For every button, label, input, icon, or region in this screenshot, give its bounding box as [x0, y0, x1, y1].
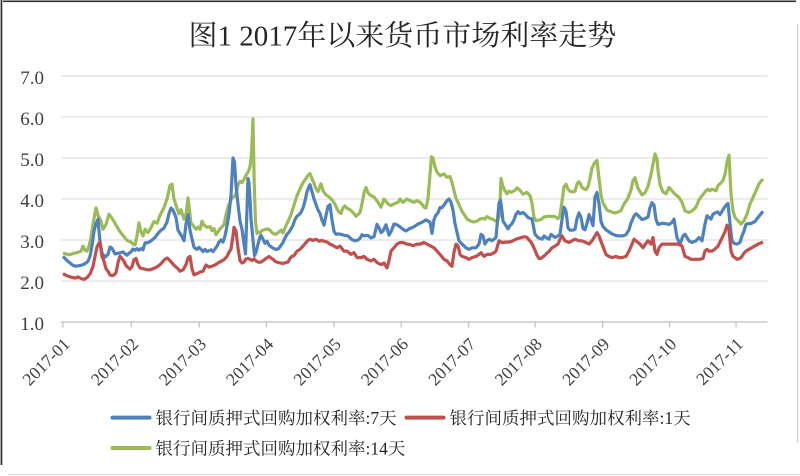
svg-text:4.0: 4.0 [20, 191, 44, 212]
svg-text::1: :1 [660, 408, 674, 428]
svg-text:3.0: 3.0 [20, 232, 44, 253]
svg-text:1 2017: 1 2017 [218, 20, 298, 52]
svg-text:1.0: 1.0 [20, 314, 44, 335]
svg-text:5.0: 5.0 [20, 150, 44, 171]
svg-text:6.0: 6.0 [20, 109, 44, 130]
svg-text::7: :7 [366, 408, 380, 428]
svg-text:7.0: 7.0 [20, 68, 44, 89]
svg-text::14: :14 [366, 439, 389, 459]
svg-text:2.0: 2.0 [20, 273, 44, 294]
